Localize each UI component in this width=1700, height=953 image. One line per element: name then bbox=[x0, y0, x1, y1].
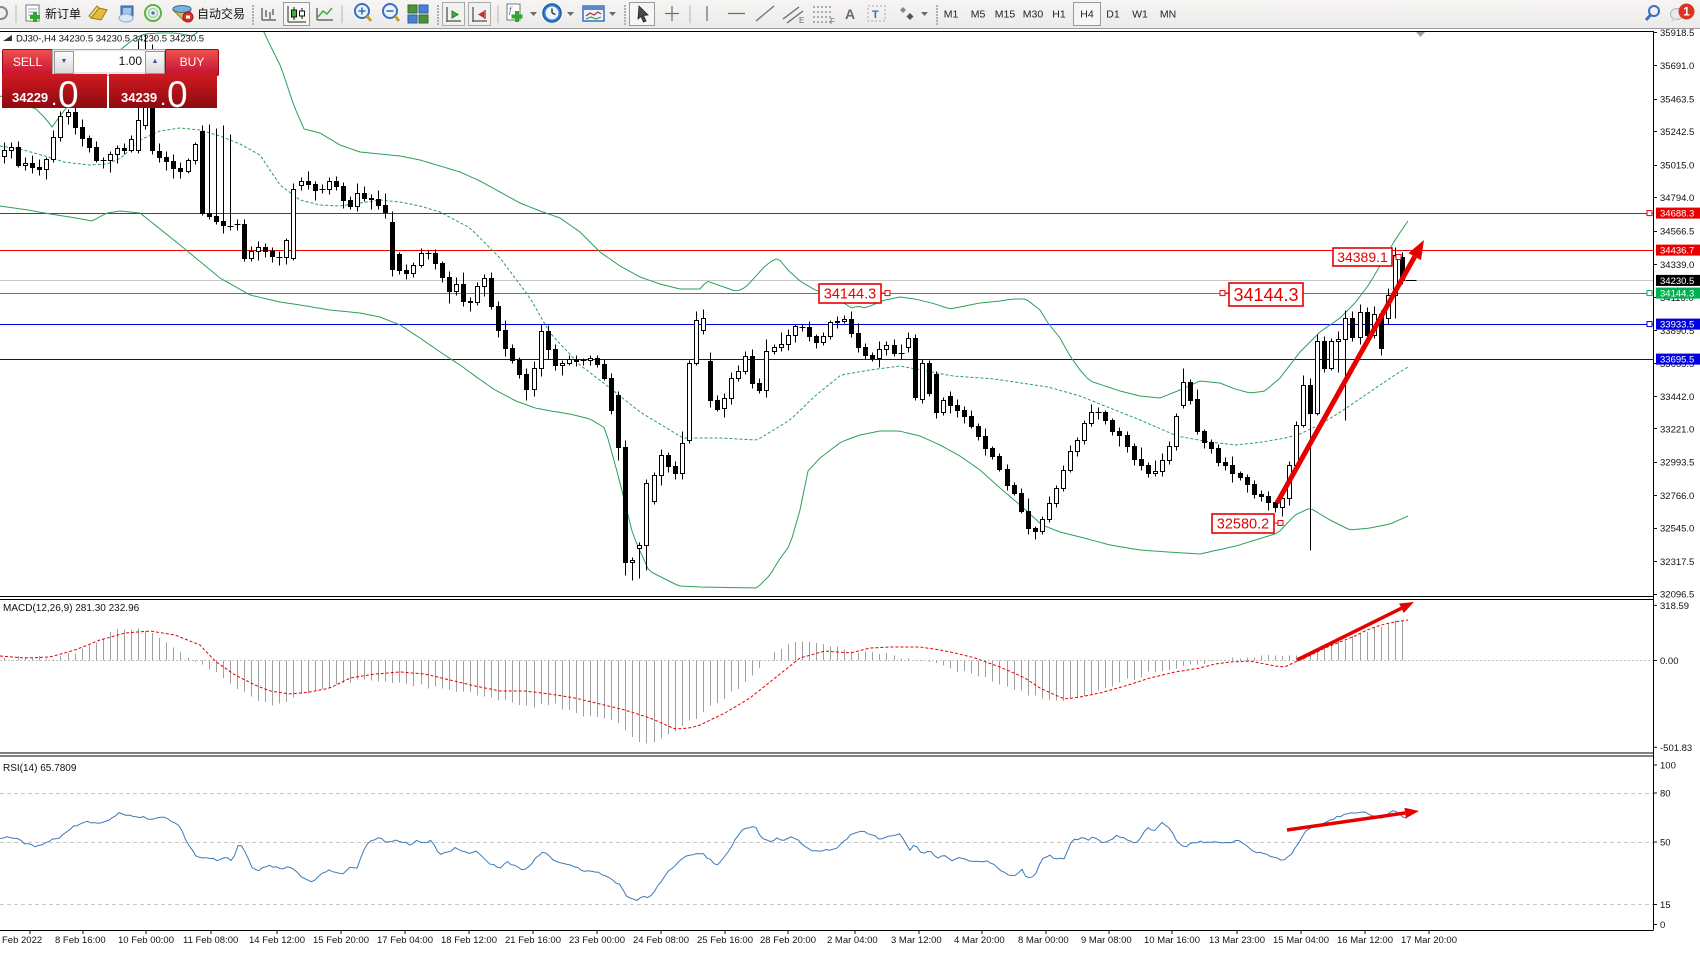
svg-text:35015.0: 35015.0 bbox=[1660, 161, 1694, 172]
svg-text:10 Mar 16:00: 10 Mar 16:00 bbox=[1144, 935, 1200, 946]
svg-text:28 Feb 20:00: 28 Feb 20:00 bbox=[760, 935, 816, 946]
svg-text:F: F bbox=[830, 17, 835, 26]
svg-text:W1: W1 bbox=[1132, 9, 1148, 21]
svg-text:33221.0: 33221.0 bbox=[1660, 424, 1694, 435]
svg-text:34794.0: 34794.0 bbox=[1660, 193, 1694, 204]
svg-text:23 Feb 00:00: 23 Feb 00:00 bbox=[569, 935, 625, 946]
svg-text:17 Feb 04:00: 17 Feb 04:00 bbox=[377, 935, 433, 946]
svg-text:32317.5: 32317.5 bbox=[1660, 557, 1694, 568]
svg-text:16 Mar 12:00: 16 Mar 12:00 bbox=[1337, 935, 1393, 946]
svg-text:34389.1: 34389.1 bbox=[1337, 249, 1388, 265]
svg-text:318.59: 318.59 bbox=[1660, 601, 1689, 612]
svg-text:24 Feb 08:00: 24 Feb 08:00 bbox=[633, 935, 689, 946]
svg-text:33442.0: 33442.0 bbox=[1660, 392, 1694, 403]
svg-text:M5: M5 bbox=[971, 9, 986, 21]
svg-text:32096.5: 32096.5 bbox=[1660, 590, 1694, 601]
svg-text:34566.5: 34566.5 bbox=[1660, 227, 1694, 238]
svg-text:18 Feb 12:00: 18 Feb 12:00 bbox=[441, 935, 497, 946]
svg-text:35463.5: 35463.5 bbox=[1660, 95, 1694, 106]
svg-text:34144.3: 34144.3 bbox=[824, 287, 876, 303]
svg-text:10 Feb 00:00: 10 Feb 00:00 bbox=[118, 935, 174, 946]
svg-text:E: E bbox=[799, 16, 804, 25]
svg-text:33695.5: 33695.5 bbox=[1660, 355, 1694, 366]
svg-text:DJ30-,H4 34230.5 34230.5 3423: DJ30-,H4 34230.5 34230.5 34230.5 34230.5 bbox=[16, 34, 204, 45]
svg-text:33933.5: 33933.5 bbox=[1660, 320, 1694, 331]
svg-text:M30: M30 bbox=[1023, 9, 1044, 21]
svg-text:50: 50 bbox=[1660, 838, 1671, 849]
svg-text:Feb 2022: Feb 2022 bbox=[2, 935, 42, 946]
svg-text:32766.0: 32766.0 bbox=[1660, 491, 1694, 502]
svg-text:34688.3: 34688.3 bbox=[1660, 209, 1694, 220]
svg-text:25 Feb 16:00: 25 Feb 16:00 bbox=[697, 935, 753, 946]
svg-text:34144.3: 34144.3 bbox=[1233, 285, 1298, 305]
svg-text:17 Mar 20:00: 17 Mar 20:00 bbox=[1401, 935, 1457, 946]
svg-text:0: 0 bbox=[1660, 920, 1665, 931]
svg-text:32545.0: 32545.0 bbox=[1660, 524, 1694, 535]
svg-text:9 Mar 08:00: 9 Mar 08:00 bbox=[1081, 935, 1132, 946]
svg-text:33890.5: 33890.5 bbox=[1660, 326, 1694, 337]
svg-text:100: 100 bbox=[1660, 761, 1676, 772]
svg-text:4 Mar 20:00: 4 Mar 20:00 bbox=[954, 935, 1005, 946]
svg-text:34144.3: 34144.3 bbox=[1660, 289, 1694, 300]
svg-text:13 Mar 23:00: 13 Mar 23:00 bbox=[1209, 935, 1265, 946]
svg-text:34230.5: 34230.5 bbox=[1660, 276, 1694, 287]
svg-text:H1: H1 bbox=[1052, 9, 1066, 21]
svg-text:35918.5: 35918.5 bbox=[1660, 28, 1694, 39]
svg-text:MN: MN bbox=[1160, 9, 1176, 21]
svg-text:M15: M15 bbox=[995, 9, 1016, 21]
svg-text:T: T bbox=[872, 9, 879, 21]
svg-text:新订单: 新订单 bbox=[45, 6, 81, 21]
svg-text:35691.0: 35691.0 bbox=[1660, 61, 1694, 72]
svg-text:8 Feb 16:00: 8 Feb 16:00 bbox=[55, 935, 106, 946]
svg-text:32993.5: 32993.5 bbox=[1660, 458, 1694, 469]
svg-text:D1: D1 bbox=[1106, 9, 1120, 21]
svg-text:21 Feb 16:00: 21 Feb 16:00 bbox=[505, 935, 561, 946]
svg-text:15 Feb 20:00: 15 Feb 20:00 bbox=[313, 935, 369, 946]
svg-text:8 Mar 00:00: 8 Mar 00:00 bbox=[1018, 935, 1069, 946]
svg-text:35242.5: 35242.5 bbox=[1660, 127, 1694, 138]
svg-text:RSI(14) 65.7809: RSI(14) 65.7809 bbox=[3, 763, 77, 774]
svg-text:34339.0: 34339.0 bbox=[1660, 260, 1694, 271]
svg-text:15 Mar 04:00: 15 Mar 04:00 bbox=[1273, 935, 1329, 946]
svg-text:32580.2: 32580.2 bbox=[1217, 517, 1269, 533]
svg-text:自动交易: 自动交易 bbox=[197, 6, 245, 21]
svg-text:34436.7: 34436.7 bbox=[1660, 246, 1694, 257]
svg-text:A: A bbox=[845, 6, 855, 22]
svg-text:M1: M1 bbox=[944, 9, 959, 21]
svg-text:11 Feb 08:00: 11 Feb 08:00 bbox=[183, 935, 238, 946]
svg-text:MACD(12,26,9) 281.30 232.96: MACD(12,26,9) 281.30 232.96 bbox=[3, 603, 140, 614]
svg-text:f: f bbox=[509, 5, 513, 15]
svg-text:2 Mar 04:00: 2 Mar 04:00 bbox=[827, 935, 878, 946]
svg-text:80: 80 bbox=[1660, 789, 1671, 800]
svg-text:-501.83: -501.83 bbox=[1660, 743, 1692, 754]
svg-text:3 Mar 12:00: 3 Mar 12:00 bbox=[891, 935, 942, 946]
svg-text:15: 15 bbox=[1660, 900, 1671, 911]
svg-text:1: 1 bbox=[1683, 5, 1690, 19]
svg-text:14 Feb 12:00: 14 Feb 12:00 bbox=[249, 935, 305, 946]
svg-text:0.00: 0.00 bbox=[1660, 656, 1679, 667]
svg-text:H4: H4 bbox=[1080, 9, 1094, 21]
